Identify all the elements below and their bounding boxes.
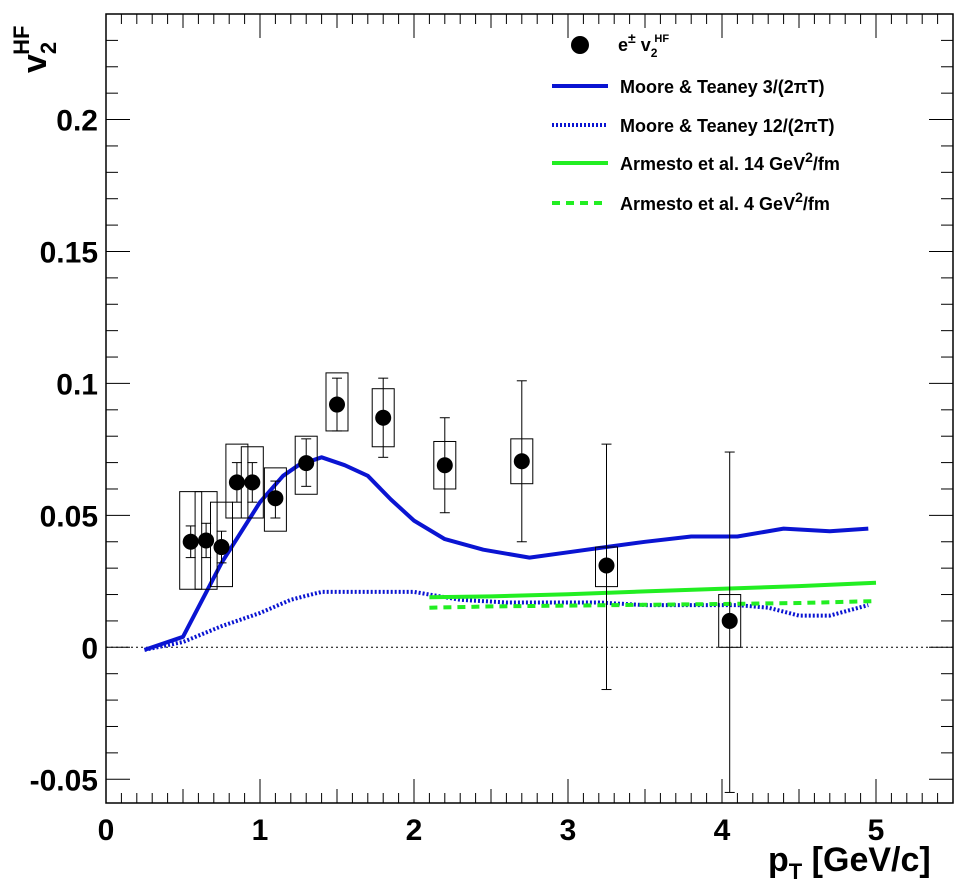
data-marker bbox=[198, 532, 215, 549]
data-point bbox=[510, 380, 534, 543]
legend-label-data: e± v2HF bbox=[618, 30, 669, 60]
data-marker bbox=[375, 409, 392, 426]
series-line-moore12 bbox=[144, 589, 869, 652]
y-tick-label: 0.2 bbox=[56, 105, 98, 138]
y-tick-label: 0.1 bbox=[56, 368, 98, 401]
y-tick-label: -0.05 bbox=[30, 764, 98, 797]
data-marker bbox=[244, 474, 261, 491]
data-point bbox=[718, 451, 742, 793]
x-tick-label: 4 bbox=[714, 814, 731, 847]
series-line-armesto4 bbox=[429, 599, 877, 610]
data-point bbox=[433, 417, 457, 514]
plot-frame bbox=[105, 13, 954, 804]
legend: e± v2HF Moore & Teaney 3/(2πT) Moore & T… bbox=[552, 30, 840, 214]
data-marker bbox=[182, 533, 199, 550]
legend-label-armesto4: Armesto et al. 4 GeV2/fm bbox=[620, 189, 830, 214]
data-marker bbox=[298, 455, 315, 472]
data-point bbox=[371, 377, 395, 458]
x-axis-title: pT [GeV/c] bbox=[768, 841, 931, 884]
data-point bbox=[325, 372, 349, 432]
data-points bbox=[179, 372, 742, 793]
sys-error-box bbox=[240, 446, 264, 519]
data-marker bbox=[598, 557, 615, 574]
y-tick-label: 0.05 bbox=[40, 500, 98, 533]
x-tick-label: 0 bbox=[98, 814, 115, 847]
legend-label-moore3: Moore & Teaney 3/(2πT) bbox=[620, 77, 825, 97]
x-tick-label: 1 bbox=[252, 814, 269, 847]
data-marker bbox=[329, 396, 345, 413]
legend-label-moore12: Moore & Teaney 12/(2πT) bbox=[620, 116, 835, 136]
data-point bbox=[210, 501, 233, 588]
legend-marker-data bbox=[571, 36, 589, 54]
series-line-armesto14 bbox=[429, 580, 877, 600]
data-point bbox=[595, 443, 618, 691]
data-marker bbox=[267, 490, 284, 507]
data-marker bbox=[721, 612, 738, 629]
x-tick-label: 2 bbox=[406, 814, 423, 847]
data-marker bbox=[513, 453, 530, 470]
data-marker bbox=[213, 539, 230, 556]
legend-label-armesto14: Armesto et al. 14 GeV2/fm bbox=[620, 149, 840, 174]
y-axis-title: v2HF bbox=[9, 26, 61, 74]
sys-error-box bbox=[210, 501, 233, 588]
data-marker bbox=[436, 457, 453, 474]
sys-error-box bbox=[294, 435, 318, 495]
series-line-moore3 bbox=[143, 455, 869, 652]
y-tick-label: 0.15 bbox=[40, 236, 98, 269]
data-point bbox=[263, 467, 287, 532]
sys-error-box bbox=[263, 467, 287, 532]
data-point bbox=[240, 446, 264, 519]
series-lines bbox=[143, 455, 877, 652]
data-marker bbox=[228, 474, 245, 491]
x-tick-label: 5 bbox=[868, 814, 885, 847]
y-tick-label: 0 bbox=[81, 632, 98, 665]
x-tick-label: 3 bbox=[560, 814, 577, 847]
data-point bbox=[294, 435, 318, 495]
